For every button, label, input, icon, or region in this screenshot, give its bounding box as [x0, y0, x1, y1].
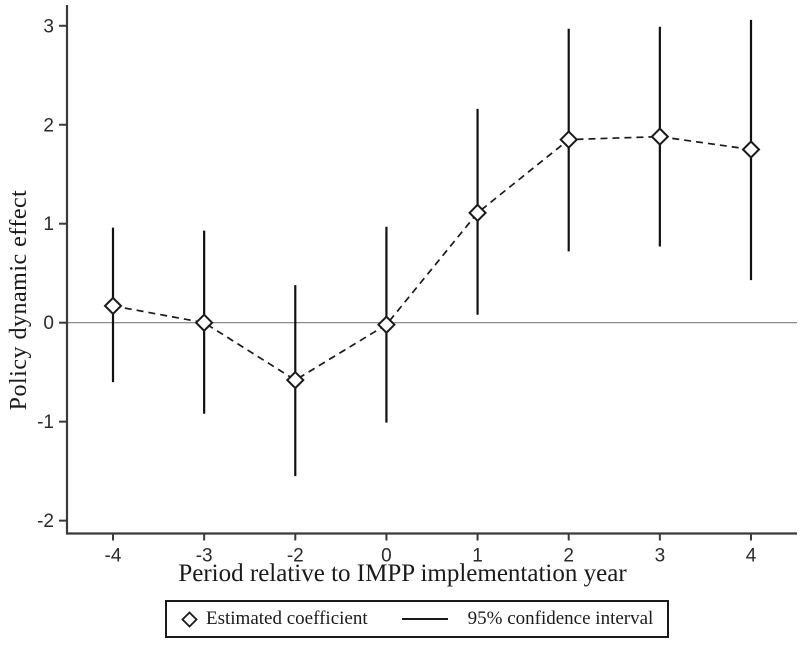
x-tick-label: 3 [655, 546, 666, 567]
x-axis-title: Period relative to IMPP implementation y… [178, 560, 627, 587]
legend-label-estimated-coefficient: Estimated coefficient [206, 608, 368, 629]
x-tick-label: 2 [563, 546, 574, 567]
x-tick-label: 1 [472, 546, 483, 567]
x-tick-label: 4 [746, 546, 757, 567]
y-tick-label: 1 [43, 214, 54, 235]
y-tick-label: 2 [43, 115, 54, 136]
y-tick-label: 3 [43, 16, 54, 37]
x-tick-label: 0 [381, 546, 392, 567]
y-tick-label: -1 [37, 412, 54, 433]
legend: Estimated coefficient 95% confidence int… [165, 600, 670, 638]
legend-label-confidence-interval: 95% confidence interval [467, 608, 654, 629]
ci-line-icon [401, 618, 448, 620]
estimate-marker [468, 203, 487, 223]
estimate-marker [650, 127, 670, 147]
estimate-marker [285, 370, 305, 390]
estimate-marker [559, 130, 579, 150]
y-tick-label: 0 [43, 313, 54, 334]
estimate-marker [741, 140, 761, 159]
y-axis-title: Policy dynamic effect [6, 189, 32, 411]
x-tick-label: -4 [105, 546, 122, 567]
y-tick-label: -2 [37, 511, 54, 532]
x-tick-label: -2 [287, 546, 304, 567]
estimate-dashed-line [112, 135, 752, 382]
estimate-marker [194, 313, 214, 333]
x-tick-label: -3 [196, 546, 213, 567]
estimate-marker [103, 296, 123, 316]
estimate-marker [377, 315, 396, 335]
diamond-marker-icon [181, 610, 198, 628]
